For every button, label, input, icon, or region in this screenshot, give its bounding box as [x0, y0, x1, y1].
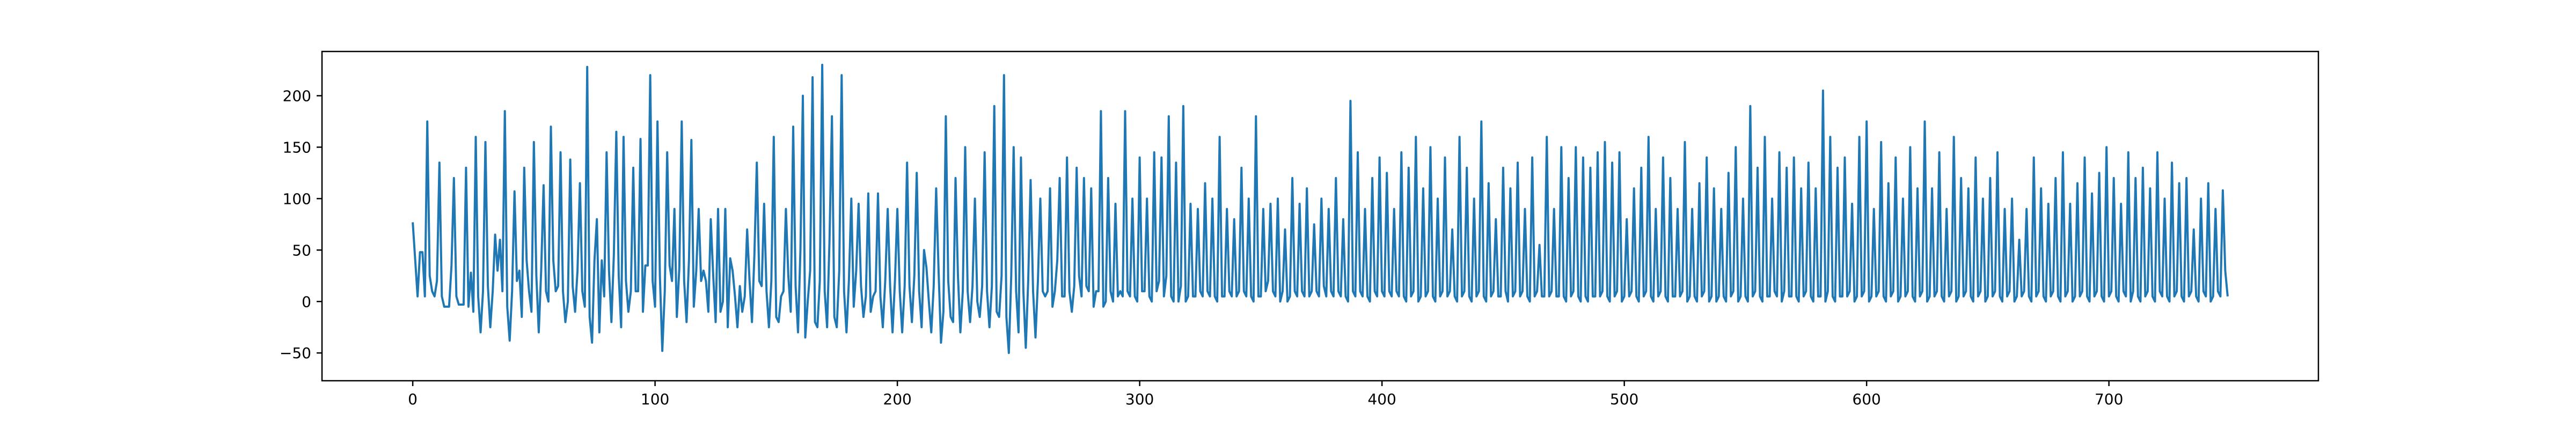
axes-frame	[321, 50, 2319, 382]
series-layer	[412, 63, 2229, 354]
y-tick-label: 200	[283, 87, 311, 105]
y-tick-label: 100	[283, 190, 311, 208]
y-tick-label: 50	[292, 241, 311, 259]
x-tick-label: 500	[1610, 390, 1638, 408]
y-tick-label: −50	[280, 344, 311, 362]
x-tick-label: 400	[1367, 390, 1396, 408]
x-tick-label: 300	[1125, 390, 1154, 408]
axes-layer: 0 100 200 300 400 500 600 700 −50 0 50 100 150 200	[280, 50, 2319, 408]
series-line-0	[412, 63, 2229, 354]
x-tick-label: 700	[2095, 390, 2123, 408]
x-tick-label: 0	[408, 390, 418, 408]
y-tick-label: 0	[302, 293, 311, 310]
x-tick-label: 200	[883, 390, 911, 408]
y-tick-label: 150	[283, 138, 311, 156]
x-tick-label: 100	[641, 390, 669, 408]
x-tick-label: 600	[1852, 390, 1880, 408]
